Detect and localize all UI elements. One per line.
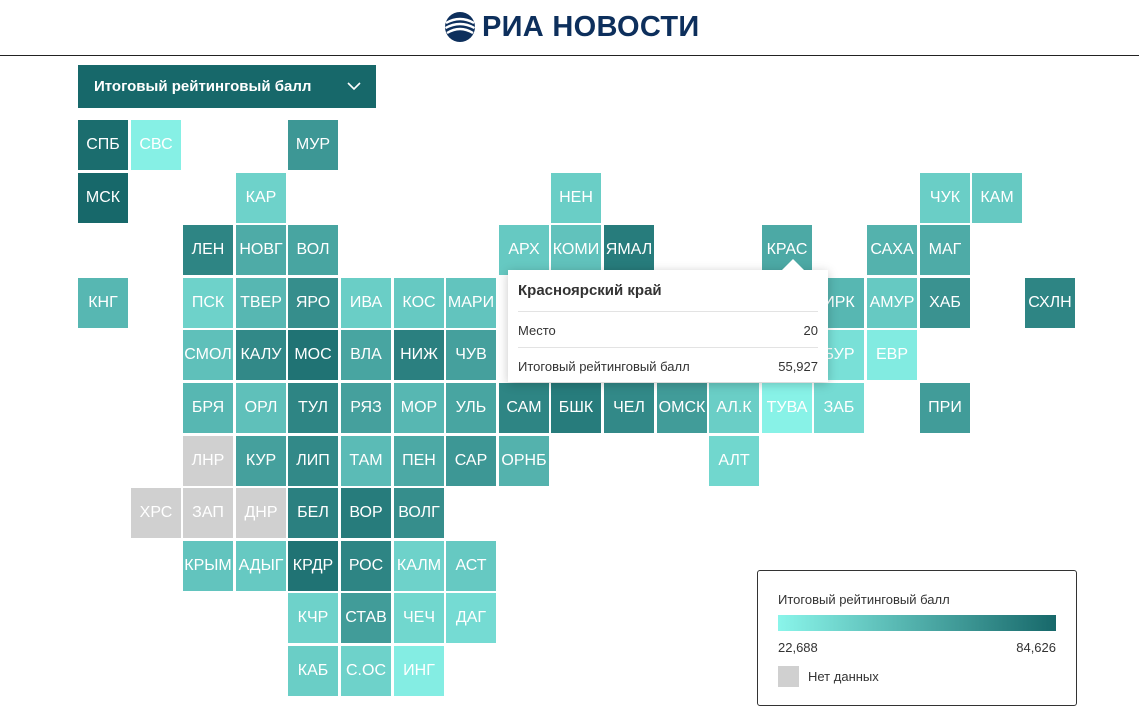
header: РИА НОВОСТИ [0,0,1139,56]
region-tile[interactable]: МАГ [920,225,970,275]
region-tile[interactable]: МОР [394,383,444,433]
region-tile[interactable]: ВОР [341,488,391,538]
region-tile[interactable]: НИЖ [394,330,444,380]
region-tile[interactable]: ДНР [236,488,286,538]
region-tile[interactable]: КНГ [78,278,128,328]
region-tile[interactable]: ЗАП [183,488,233,538]
region-tile[interactable]: ТУВА [762,383,812,433]
region-tile[interactable]: ЧЕЧ [394,593,444,643]
region-tile[interactable]: ЯРО [288,278,338,328]
legend-max-label: 84,626 [1016,640,1056,655]
region-tile[interactable]: ЯМАЛ [604,225,654,275]
tooltip-pointer [782,259,804,270]
region-tile[interactable]: ПЕН [394,436,444,486]
region-tile[interactable]: ИВА [341,278,391,328]
region-tile[interactable]: СМОЛ [183,330,233,380]
region-tile[interactable]: ОРНБ [499,436,549,486]
region-tile[interactable]: ДАГ [446,593,496,643]
region-tile[interactable]: БРЯ [183,383,233,433]
region-tile[interactable]: ЧУК [920,173,970,223]
legend-no-data-swatch [778,666,799,687]
region-tile[interactable]: БШК [551,383,601,433]
region-tile[interactable]: ЕВР [867,330,917,380]
region-tile[interactable]: ХРС [131,488,181,538]
region-tile[interactable]: НОВГ [236,225,286,275]
region-tile[interactable]: МУР [288,120,338,170]
region-tile[interactable]: КАМ [972,173,1022,223]
region-tile[interactable]: КОС [394,278,444,328]
region-tile[interactable]: СТАВ [341,593,391,643]
tooltip-score-label: Итоговый рейтинговый балл [518,358,690,374]
tooltip-rank-label: Место [518,322,556,338]
region-tile[interactable]: ВОЛГ [394,488,444,538]
region-tile[interactable]: МАРИ [446,278,496,328]
region-tile[interactable]: РОС [341,541,391,591]
region-tile[interactable]: КАЛМ [394,541,444,591]
region-tile[interactable]: СХЛН [1025,278,1075,328]
region-tile[interactable]: ЛЕН [183,225,233,275]
region-tile[interactable]: РЯЗ [341,383,391,433]
region-tile[interactable]: КАЛУ [236,330,286,380]
region-tile[interactable]: КУР [236,436,286,486]
region-tile[interactable]: КОМИ [551,225,601,275]
region-tile[interactable]: ОМСК [657,383,707,433]
region-tile[interactable]: ХАБ [920,278,970,328]
region-tile[interactable]: С.ОС [341,646,391,696]
region-tile[interactable]: ВЛА [341,330,391,380]
tooltip-rank-row: Место 20 [518,311,818,348]
region-tile[interactable]: ОРЛ [236,383,286,433]
region-tile[interactable]: АДЫГ [236,541,286,591]
region-tile[interactable]: ИНГ [394,646,444,696]
region-tile[interactable]: САР [446,436,496,486]
region-tile[interactable]: САХА [867,225,917,275]
legend-gradient-bar [778,615,1056,631]
region-tile[interactable]: АРХ [499,225,549,275]
metric-dropdown[interactable]: Итоговый рейтинговый балл [78,65,376,108]
region-tile[interactable]: АЛ.К [709,383,759,433]
region-tile[interactable]: АЛТ [709,436,759,486]
region-tile[interactable]: НЕН [551,173,601,223]
region-tile[interactable]: СВС [131,120,181,170]
region-tile[interactable]: КАБ [288,646,338,696]
region-tile[interactable]: САМ [499,383,549,433]
region-tile[interactable]: ТВЕР [236,278,286,328]
region-tile[interactable]: АСТ [446,541,496,591]
region-tile[interactable]: ЧУВ [446,330,496,380]
region-tile[interactable]: КЧР [288,593,338,643]
region-tile[interactable]: ПСК [183,278,233,328]
tooltip-region-name: Красноярский край [518,282,662,299]
region-tile[interactable]: КРЫМ [183,541,233,591]
chevron-down-icon [347,82,361,91]
region-tile[interactable]: СПБ [78,120,128,170]
tooltip-score-row: Итоговый рейтинговый балл 55,927 [518,347,818,384]
region-tile[interactable]: ЛИП [288,436,338,486]
legend-title: Итоговый рейтинговый балл [778,592,950,607]
globe-logo-icon [444,12,476,42]
logo-text: РИА НОВОСТИ [482,10,700,43]
region-tile[interactable]: ВОЛ [288,225,338,275]
region-tile[interactable]: ЛНР [183,436,233,486]
region-tile[interactable]: УЛЬ [446,383,496,433]
tooltip-score-value: 55,927 [778,358,818,374]
region-tile[interactable]: МОС [288,330,338,380]
region-tile[interactable]: БЕЛ [288,488,338,538]
region-tile[interactable]: МСК [78,173,128,223]
region-tile[interactable]: КАР [236,173,286,223]
region-tile[interactable]: ЗАБ [814,383,864,433]
region-tooltip: Красноярский край Место 20 Итоговый рейт… [508,259,828,384]
ria-logo[interactable]: РИА НОВОСТИ [444,10,700,44]
legend-min-label: 22,688 [778,640,818,655]
region-tile[interactable]: ПРИ [920,383,970,433]
region-tile[interactable]: АМУР [867,278,917,328]
region-tile[interactable]: ЧЕЛ [604,383,654,433]
tooltip-rank-value: 20 [803,322,818,338]
color-legend: Итоговый рейтинговый балл 22,688 84,626 … [757,570,1077,706]
metric-dropdown-label: Итоговый рейтинговый балл [94,78,312,95]
region-tile[interactable]: КРДР [288,541,338,591]
legend-no-data-label: Нет данных [808,669,879,684]
region-tile[interactable]: ТУЛ [288,383,338,433]
region-tile[interactable]: ТАМ [341,436,391,486]
